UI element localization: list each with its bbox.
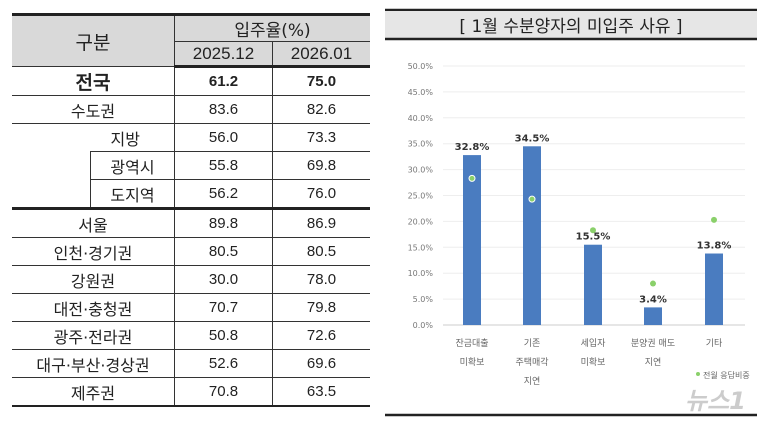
cell-2025-12: 30.0 [174,265,273,294]
y-tick-label: 30.0% [408,166,434,175]
watermark-logo: 뉴스1 [685,387,746,415]
cell-2026-01: 80.5 [272,237,370,266]
legend-label: 전월 응답비중 [703,370,750,380]
row-label: 전국 [75,71,111,94]
cell-2026-01: 76.0 [272,179,370,210]
y-tick-label: 35.0% [408,140,434,149]
bar [705,253,723,325]
table-row: 대구·부산·경상권 52.6 69.6 [12,349,370,378]
row-label: 제주권 [70,383,116,403]
occupancy-rate-table: 구분 입주율(%) 2025.12 2026.01 전국 61.2 75.0 수도권 83.… [12,13,370,407]
row-label: 대전·충청권 [53,299,133,319]
table-row: 광역시 55.8 69.8 [12,151,370,180]
cell-2025-12: 56.0 [174,123,273,152]
cell-2025-12: 56.2 [174,179,273,210]
table-row: 도지역 56.2 76.0 [12,179,370,210]
x-tick-label: 미확보 [581,356,606,368]
bar [584,244,602,325]
header-col2: 2026.01 [272,41,370,68]
cell-2025-12: 52.6 [174,349,273,378]
cell-2025-12: 55.8 [174,151,273,180]
x-tick-label: 미확보 [460,356,485,368]
x-tick-label: 지연 [524,376,541,387]
table-row: 서울 89.8 86.9 [12,208,370,238]
x-tick-label: 기타 [706,338,723,349]
row-label: 도지역 [110,185,155,205]
table-row: 수도권 83.6 82.6 [12,95,370,124]
row-label: 광역시 [110,157,155,177]
table-row: 강원권 30.0 78.0 [12,265,370,294]
cell-2026-01: 69.6 [272,349,370,378]
cell-2026-01: 79.8 [272,293,370,322]
y-tick-label: 15.0% [408,243,434,252]
x-tick-label: 주택매각 [515,356,548,368]
cell-2025-12: 89.8 [174,208,273,238]
y-tick-label: 10.0% [408,269,434,278]
row-label: 지방 [110,129,140,149]
row-label: 강원권 [70,271,116,291]
prev-month-point [711,216,717,223]
table-row: 대전·충청권 70.7 79.8 [12,293,370,322]
x-tick-label: 분양권 매도 [631,337,675,349]
y-tick-label: 5.0% [413,295,434,304]
data-label: 3.4% [639,294,667,305]
table-row: 제주권 70.8 63.5 [12,377,370,407]
prev-month-point [590,227,596,234]
header-category: 구분 [12,13,175,67]
table-row: 전국 61.2 75.0 [12,66,370,96]
y-tick-label: 20.0% [408,217,434,226]
prev-month-point [650,280,656,287]
x-tick-label: 세입자 [581,337,607,349]
y-tick-label: 45.0% [408,88,434,97]
row-label: 대구·부산·경상권 [36,355,150,375]
x-tick-label: 잔금대출 [455,338,488,349]
data-label: 13.8% [697,241,732,252]
data-label: 15.5% [576,232,611,243]
prev-month-point [468,174,476,182]
data-label: 34.5% [515,133,550,144]
y-tick-label: 50.0% [408,62,434,71]
cell-2025-12: 70.7 [174,293,273,322]
bar [523,146,541,325]
x-tick-label: 지연 [645,357,662,368]
legend-marker [696,372,700,376]
cell-2026-01: 78.0 [272,265,370,294]
cell-2025-12: 80.5 [174,237,273,266]
prev-month-point [528,195,536,203]
x-tick-label: 기존 [524,338,541,349]
cell-2026-01: 73.3 [272,123,370,152]
cell-2025-12: 50.8 [174,321,273,350]
bar [463,155,481,325]
row-label: 인천·경기권 [53,243,133,263]
chart: [ 1월 수분양자의 미입주 사유 ] 0.0% 5.0% 10.0% 15.0% 20… [385,8,757,417]
table-row: 인천·경기권 80.5 80.5 [12,237,370,266]
cell-2025-12: 70.8 [174,377,273,407]
bar [644,307,662,325]
y-tick-label: 40.0% [408,114,434,123]
table-row: 광주·전라권 50.8 72.6 [12,321,370,350]
chart-title: [ 1월 수분양자의 미입주 사유 ] [459,17,682,37]
cell-2026-01: 63.5 [272,377,370,407]
table-row: 지방 56.0 73.3 [12,123,370,152]
cell-2026-01: 82.6 [272,95,370,124]
header-col1: 2025.12 [174,41,273,68]
cell-2026-01: 75.0 [272,66,370,96]
row-label: 광주·전라권 [53,327,133,347]
data-label: 32.8% [455,142,490,153]
cell-2026-01: 86.9 [272,208,370,238]
row-label: 수도권 [70,101,116,121]
y-tick-label: 0.0% [413,321,434,330]
cell-2026-01: 69.8 [272,151,370,180]
cell-2025-12: 83.6 [174,95,273,124]
cell-2026-01: 72.6 [272,321,370,350]
row-label: 서울 [78,215,108,235]
header-group: 입주율(%) [174,13,370,42]
y-tick-label: 25.0% [408,192,434,201]
cell-2025-12: 61.2 [174,66,273,96]
